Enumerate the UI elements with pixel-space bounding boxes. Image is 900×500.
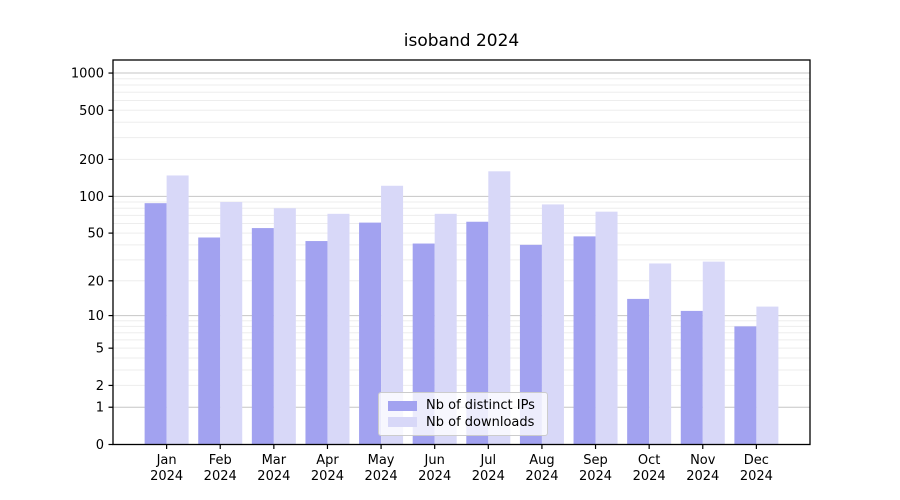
- x-tick-label-year: 2024: [740, 469, 773, 484]
- y-tick-label: 20: [87, 274, 104, 289]
- bar-sep-distinct-ips: [573, 236, 596, 445]
- x-tick-label-year: 2024: [311, 469, 344, 484]
- x-tick-label-year: 2024: [633, 469, 666, 484]
- bar-nov-downloads: [702, 261, 725, 445]
- bar-nov-distinct-ips: [680, 310, 703, 445]
- legend-label-downloads: Nb of downloads: [426, 414, 535, 430]
- legend-item-distinct-ips: Nb of distinct IPs: [388, 399, 538, 412]
- y-tick-label: 5: [96, 342, 104, 357]
- x-tick-label-month: Dec: [744, 453, 769, 468]
- x-tick-label-year: 2024: [579, 469, 612, 484]
- bar-jun-downloads: [434, 213, 457, 445]
- x-tick-label-month: May: [368, 453, 395, 468]
- legend-swatch-distinct-ips: [388, 400, 417, 411]
- chart-title: isoband 2024: [403, 31, 520, 51]
- y-tick-label: 1000: [71, 67, 104, 82]
- x-tick-label-year: 2024: [204, 469, 237, 484]
- y-tick-label: 10: [87, 309, 104, 324]
- axes-box: [112, 59, 811, 446]
- legend: Nb of distinct IPs Nb of downloads: [378, 392, 548, 436]
- x-tick-label-month: Nov: [690, 453, 716, 468]
- bar-oct-distinct-ips: [627, 298, 650, 445]
- x-tick-label-month: Jan: [156, 453, 177, 468]
- bar-sep-downloads: [595, 211, 618, 445]
- bar-dec-downloads: [756, 306, 779, 445]
- x-tick-label-year: 2024: [365, 469, 398, 484]
- bar-may-downloads: [381, 185, 404, 445]
- bar-jul-downloads: [488, 171, 511, 445]
- bar-apr-distinct-ips: [305, 241, 328, 445]
- y-tick-label: 100: [79, 190, 104, 205]
- y-tick-label: 2: [96, 379, 104, 394]
- y-tick-label: 1: [96, 401, 104, 416]
- x-tick-label-month: Aug: [529, 453, 554, 468]
- x-tick-label-month: Feb: [209, 453, 232, 468]
- bar-jan-downloads: [166, 175, 189, 445]
- legend-swatch-downloads: [388, 417, 417, 428]
- bar-apr-downloads: [327, 213, 350, 445]
- y-tick-label: 200: [79, 153, 104, 168]
- bar-aug-downloads: [541, 204, 564, 445]
- x-tick-label-year: 2024: [257, 469, 290, 484]
- bar-feb-downloads: [220, 201, 243, 445]
- bar-jul-distinct-ips: [466, 221, 489, 445]
- x-tick-label-year: 2024: [686, 469, 719, 484]
- x-tick-label-year: 2024: [150, 469, 183, 484]
- x-tick-label-month: Jun: [424, 453, 445, 468]
- bar-mar-distinct-ips: [251, 228, 274, 445]
- x-tick-label-month: Oct: [638, 453, 660, 468]
- bar-oct-downloads: [649, 263, 672, 445]
- x-tick-label-month: Mar: [262, 453, 287, 468]
- x-tick-label-year: 2024: [418, 469, 451, 484]
- bar-jan-distinct-ips: [144, 203, 167, 445]
- y-tick-label: 50: [87, 227, 104, 242]
- x-tick-label-month: Sep: [583, 453, 608, 468]
- x-tick-label-year: 2024: [525, 469, 558, 484]
- bar-mar-downloads: [273, 208, 296, 445]
- x-tick-label-year: 2024: [472, 469, 505, 484]
- legend-item-downloads: Nb of downloads: [388, 416, 538, 429]
- y-tick-label: 500: [79, 104, 104, 119]
- x-tick-label-month: Apr: [316, 453, 339, 468]
- legend-label-distinct-ips: Nb of distinct IPs: [426, 398, 535, 414]
- x-tick-label-month: Jul: [479, 453, 496, 468]
- y-tick-label: 0: [96, 438, 104, 453]
- bar-may-distinct-ips: [359, 222, 382, 445]
- bar-feb-distinct-ips: [198, 237, 221, 445]
- bar-dec-distinct-ips: [734, 326, 757, 445]
